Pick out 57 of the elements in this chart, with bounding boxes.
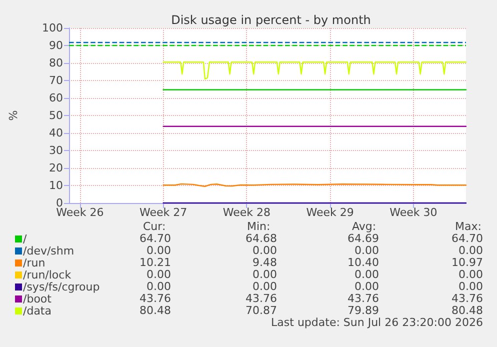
text: Avg:: [352, 220, 376, 233]
x-tick-label: Week 30: [390, 206, 438, 219]
text: Last update: Sun Jul 26 23:20:00 2026: [271, 316, 483, 329]
text: 0.00: [354, 280, 379, 293]
text: 64.68: [246, 232, 277, 245]
text: 0.00: [252, 268, 277, 281]
legend-label: /sys/fs/cgroup: [23, 280, 100, 294]
legend-label: /data: [23, 304, 52, 318]
x-tick-label: Week 29: [306, 206, 354, 219]
text: 10.21: [140, 256, 171, 269]
text: 0.00: [354, 244, 379, 257]
text: 64.69: [348, 232, 379, 245]
text: 64.70: [140, 232, 171, 245]
text: 70.87: [246, 304, 277, 317]
y-tick-label: 20: [49, 162, 63, 174]
text: 0.00: [146, 268, 171, 281]
legend-label: /run: [23, 256, 46, 270]
text: 0.00: [458, 244, 483, 257]
y-tick-label: 80: [49, 56, 63, 70]
legend-label: /boot: [23, 292, 52, 306]
y-tick-label: 30: [49, 144, 63, 157]
x-tick-label: Week 28: [222, 206, 270, 219]
y-tick-label: 10: [49, 179, 63, 192]
y-tick-label: 70: [49, 74, 63, 87]
text: 80.48: [140, 304, 171, 317]
text: 0.00: [354, 268, 379, 281]
legend-label: /run/lock: [23, 268, 72, 282]
y-tick-label: 100: [42, 22, 63, 34]
text: 0.00: [146, 244, 171, 257]
text: Max:: [455, 220, 482, 233]
y-tick-label: 50: [49, 109, 63, 122]
text: 43.76: [140, 292, 171, 305]
text: 80.48: [452, 304, 483, 317]
text: 10.40: [348, 256, 379, 269]
text: 9.48: [252, 256, 277, 269]
legend-label: /dev/shm: [23, 244, 74, 258]
text: 0.00: [458, 268, 483, 281]
legend-label: /: [23, 232, 27, 246]
text: Min:: [247, 220, 270, 233]
y-tick-label: 60: [49, 92, 63, 104]
chart-title: Disk usage in percent - by month: [171, 13, 371, 27]
line-series: [162, 62, 467, 80]
y-tick-label: 90: [49, 39, 63, 52]
text: 10.97: [452, 256, 483, 269]
text: 43.76: [452, 292, 483, 305]
x-tick-label: Week 27: [139, 206, 188, 219]
text: 0.00: [252, 280, 277, 293]
y-tick-label: 40: [49, 126, 63, 140]
text: 64.70: [452, 232, 483, 245]
text: 79.89: [348, 304, 379, 317]
text: 0.00: [252, 244, 277, 257]
y-axis-title: %: [7, 110, 20, 121]
text: 43.76: [246, 292, 277, 305]
text: 43.76: [348, 292, 379, 305]
text: 0.00: [146, 280, 171, 293]
text: 0.00: [458, 280, 483, 293]
text: Cur:: [143, 220, 166, 233]
